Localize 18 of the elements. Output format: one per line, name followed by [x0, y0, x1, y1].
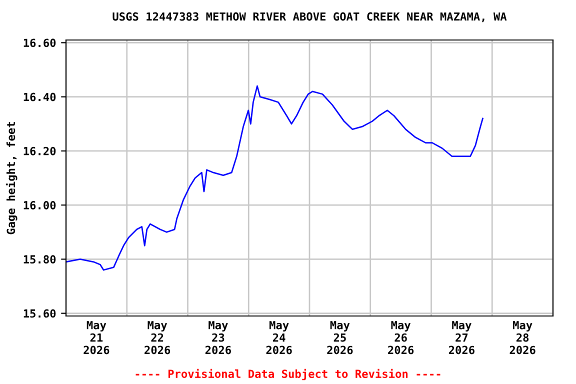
y-tick-label: 15.80	[24, 255, 56, 264]
y-tick-label: 16.00	[24, 201, 56, 210]
y-tick-label: 16.60	[24, 38, 56, 48]
chart-title: USGS 12447383 METHOW RIVER ABOVE GOAT CREEK NEAR MAZAMA, WA	[112, 12, 507, 22]
y-axis-title: Gage height, feet	[6, 122, 18, 234]
y-tick-label: 16.40	[24, 92, 56, 102]
x-tick-label: May 22 2026	[144, 321, 170, 354]
x-tick-label: May 25 2026	[327, 321, 353, 354]
x-tick-label: May 21 2026	[84, 321, 110, 354]
x-tick-label: May 28 2026	[510, 321, 536, 354]
line-series	[66, 85, 484, 271]
x-tick-label: May 26 2026	[388, 321, 414, 354]
x-tick-label: May 27 2026	[448, 321, 474, 354]
x-tick-label: May 23 2026	[205, 321, 231, 354]
y-tick-label: 16.20	[24, 146, 56, 156]
y-tick-label: 15.60	[24, 309, 56, 318]
x-tick-label: May 24 2026	[266, 321, 292, 354]
text: ---- Provisional Data Subject to Revision ----	[136, 368, 440, 380]
